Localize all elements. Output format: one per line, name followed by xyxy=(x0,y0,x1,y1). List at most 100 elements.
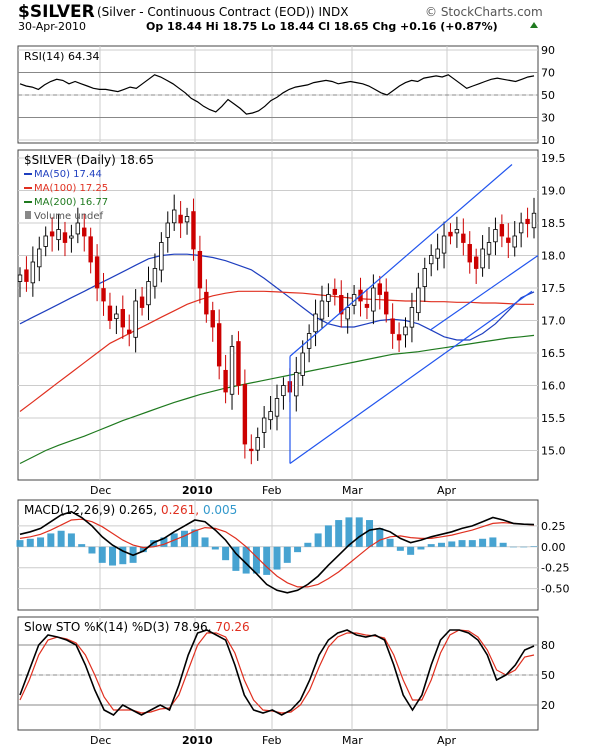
price-candle-body xyxy=(236,341,241,386)
rsi-label: RSI(14) 64.34 xyxy=(24,50,99,63)
macd-signal-line xyxy=(19,518,535,588)
macd-histogram-bar xyxy=(314,533,322,547)
price-candle-body xyxy=(518,222,524,234)
stockcharts-watermark: © StockCharts.com xyxy=(425,5,543,19)
price-candle-body xyxy=(364,303,370,308)
price-label: $SILVER (Daily) 18.65 xyxy=(24,153,154,167)
price-candle-body xyxy=(107,305,113,321)
macd-histogram-bar xyxy=(263,546,271,575)
price-x-label: Apr xyxy=(437,484,457,497)
macd-histogram-bar xyxy=(26,538,34,547)
macd-histogram-bar xyxy=(396,546,404,551)
sto-label: Slow STO %K(14) %D(3) 78.96, 70.26 xyxy=(24,620,250,634)
price-candle-body xyxy=(255,437,260,451)
macd-histogram-bar xyxy=(448,541,456,547)
price-candle-body xyxy=(390,318,395,334)
macd-histogram-bar xyxy=(109,546,117,566)
macd-histogram-bar xyxy=(283,546,291,563)
rsi-tick-label: 50 xyxy=(541,89,555,102)
price-candle-body xyxy=(114,313,119,320)
rsi-chart: 90 70 50 30 10 xyxy=(18,44,555,147)
price-candle-body xyxy=(242,384,248,445)
price-candle-body xyxy=(216,323,222,367)
price-candle-body xyxy=(43,235,48,247)
price-ma200-line xyxy=(19,334,535,465)
price-x-label: Dec xyxy=(90,484,111,497)
price-candle-body xyxy=(249,448,254,452)
symbol-description: (Silver - Continuous Contract (EOD)) IND… xyxy=(97,5,348,19)
macd-histogram-bar xyxy=(98,546,106,563)
sto-tick-label: 80 xyxy=(541,639,555,652)
macd-histogram-bar xyxy=(88,546,96,554)
macd-tick-label: 0.00 xyxy=(541,541,566,554)
price-tick-label: 17.5 xyxy=(541,282,566,295)
macd-label-main: MACD(12,26,9) 0.265, xyxy=(24,503,157,517)
price-candle-body xyxy=(486,242,492,255)
price-candle-body xyxy=(120,309,125,328)
sto-tick-label: 50 xyxy=(541,669,555,682)
price-candle-body xyxy=(94,256,100,289)
legend-ma50: MA(50) 17.44 xyxy=(34,169,102,180)
sto-chart: 80 50 20 Dec 2010 Feb Mar Apr xyxy=(18,629,555,747)
price-candle-body xyxy=(281,385,286,397)
macd-histogram-bar xyxy=(160,537,168,547)
macd-chart: 0.25 0.00 -0.25 -0.50 xyxy=(16,510,569,596)
legend-ma200: MA(200) 16.77 xyxy=(34,197,108,208)
macd-histogram-bar xyxy=(294,546,302,553)
price-tick-label: 15.0 xyxy=(541,445,566,458)
sto-x-label: Dec xyxy=(90,734,111,747)
price-candle-body xyxy=(345,307,350,320)
price-x-label: 2010 xyxy=(182,484,213,497)
price-candle-body xyxy=(409,307,415,328)
rsi-tick-label: 30 xyxy=(541,112,555,125)
price-candle-body xyxy=(461,233,466,243)
price-candle-body xyxy=(229,346,235,395)
quote-summary: Op 18.44 Hi 18.75 Lo 18.44 Cl 18.65 Chg … xyxy=(146,20,498,33)
price-candle-body xyxy=(30,261,36,284)
sto-x-label: Apr xyxy=(437,734,457,747)
macd-histogram-bar xyxy=(232,546,240,571)
price-candle-body xyxy=(313,313,318,333)
price-candle-body xyxy=(339,295,344,315)
price-candle-body xyxy=(146,281,151,306)
price-candle-body xyxy=(319,300,325,320)
macd-main-line xyxy=(19,510,535,594)
macd-histogram-bar xyxy=(479,538,487,547)
sto-x-label: 2010 xyxy=(182,734,213,747)
sto-x-label: Mar xyxy=(342,734,363,747)
macd-histogram-bar xyxy=(335,520,343,547)
price-candle-body xyxy=(493,229,498,243)
price-candle-body xyxy=(396,334,402,341)
symbol-title: $SILVER xyxy=(18,2,95,22)
macd-histogram-bar xyxy=(273,546,281,570)
price-tick-label: 17.0 xyxy=(541,315,566,328)
rsi-line xyxy=(19,74,535,115)
macd-histogram-bar xyxy=(407,546,415,555)
sto-panel xyxy=(17,616,539,731)
macd-histogram-bar xyxy=(222,546,230,561)
legend-ma100: MA(100) 17.25 xyxy=(34,183,108,194)
sto-k-line xyxy=(19,629,535,716)
price-candle-body xyxy=(473,256,479,269)
rsi-tick-label: 70 xyxy=(541,67,555,80)
price-candle-body xyxy=(384,291,389,315)
macd-histogram-bar xyxy=(417,546,425,550)
price-candle-body xyxy=(435,248,440,259)
macd-histogram-bar xyxy=(201,537,209,547)
price-candle-body xyxy=(178,214,183,224)
price-channel-line xyxy=(429,255,539,331)
macd-histogram-bar xyxy=(16,540,24,547)
macd-histogram-bar xyxy=(458,540,466,547)
price-candle-body xyxy=(133,300,138,338)
price-candle-body xyxy=(300,352,305,376)
macd-histogram-bar xyxy=(376,528,384,547)
macd-histogram-bar xyxy=(67,533,75,547)
macd-histogram-bar xyxy=(530,546,538,547)
rsi-tick-label: 90 xyxy=(541,44,555,57)
macd-histogram-bar xyxy=(520,546,528,548)
macd-histogram-bar xyxy=(509,546,517,548)
macd-label: MACD(12,26,9) 0.265, 0.261, 0.005 xyxy=(24,503,237,517)
macd-label-hist: 0.005 xyxy=(203,503,237,517)
price-candle-body xyxy=(480,248,485,269)
sto-label-main: Slow STO %K(14) %D(3) 78.96, xyxy=(24,620,211,634)
